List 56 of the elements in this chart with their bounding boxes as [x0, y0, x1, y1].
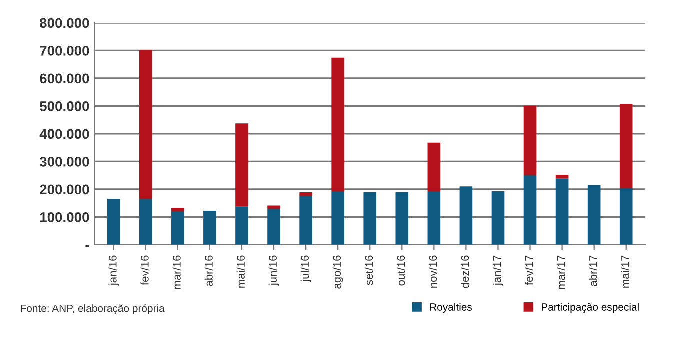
x-tick-label: out/16: [396, 256, 406, 286]
bar: [492, 191, 505, 245]
bar: [428, 191, 441, 245]
bar: [139, 199, 152, 245]
bar: [396, 192, 409, 245]
x-tick-label: set/16: [364, 256, 374, 286]
bar: [268, 206, 280, 210]
bar: [236, 124, 248, 207]
x-tick-label: fev/16: [140, 256, 149, 286]
x-tick-label: dez/16: [461, 256, 470, 288]
bar: [172, 211, 184, 245]
bar: [620, 104, 633, 188]
bar: [332, 191, 344, 245]
bar: [172, 208, 184, 212]
bar: [139, 50, 152, 200]
bar: [268, 209, 280, 245]
x-tick-label: mar/17: [557, 256, 566, 290]
x-tick-label: nov/16: [428, 256, 438, 288]
y-tick-label: 300.000: [40, 157, 90, 167]
bar: [204, 211, 216, 245]
legend-label: Royalties: [430, 303, 472, 313]
x-tick-label: jan/17: [493, 256, 504, 286]
bar: [364, 192, 377, 245]
y-tick-label: 600.000: [40, 74, 90, 84]
y-tick-label: 700.000: [40, 46, 90, 56]
y-tick-label: 800.000: [40, 18, 90, 28]
bar: [107, 199, 120, 245]
x-tick-label: jul/16: [300, 256, 312, 282]
source-note: Fonte: ANP, elaboração própria: [21, 304, 165, 314]
y-tick-label: 100.000: [40, 212, 90, 222]
bar: [428, 142, 441, 192]
bar: [620, 188, 633, 245]
x-tick-label: jun/16: [268, 256, 280, 286]
bar: [556, 174, 569, 179]
y-tick-label: 400.000: [40, 129, 90, 140]
x-tick-label: abr/17: [589, 256, 598, 286]
bar: [556, 178, 569, 245]
y-tick-label: 200.000: [40, 184, 90, 195]
x-tick-label: mai/17: [621, 256, 630, 288]
y-tick-label: 500.000: [40, 102, 90, 112]
bar: [300, 192, 312, 196]
x-tick-label: fev/17: [525, 256, 534, 286]
bar: [460, 186, 473, 245]
x-tick-label: mai/16: [236, 256, 245, 288]
bar: [524, 106, 537, 176]
bar: [332, 58, 344, 192]
bar: [588, 185, 601, 245]
y-tick-label: -: [86, 246, 90, 248]
x-tick-label: jan/16: [108, 256, 120, 286]
bar: [236, 206, 248, 245]
bar: [300, 196, 312, 245]
x-tick-label: ago/16: [332, 256, 344, 289]
bar: [524, 175, 537, 245]
x-tick-label: mar/16: [172, 256, 181, 290]
x-tick-label: abr/16: [204, 256, 213, 286]
legend-label: Participação especial: [542, 303, 639, 314]
